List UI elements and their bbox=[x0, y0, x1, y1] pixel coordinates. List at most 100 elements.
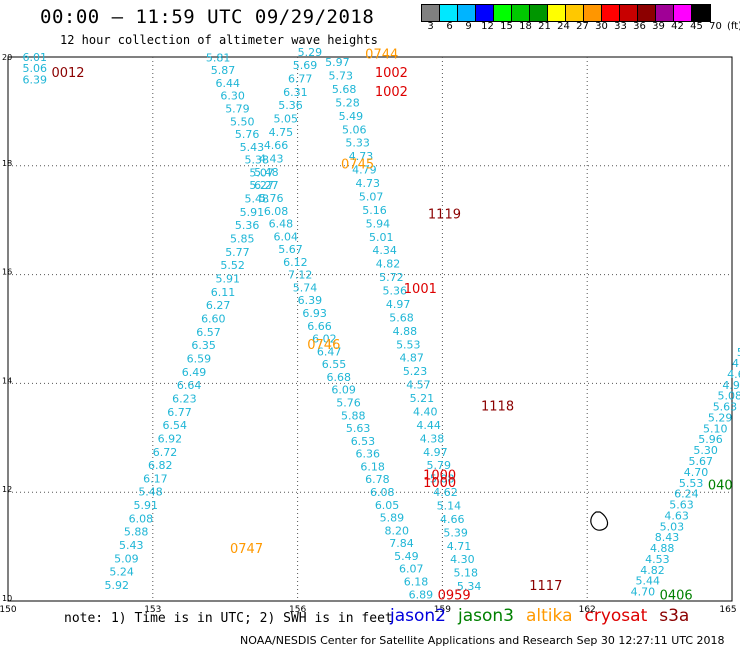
wave-height-value: 5.34 bbox=[457, 580, 482, 593]
wave-height-value: 4.97 bbox=[386, 298, 411, 311]
wave-height-value: 6.08 bbox=[370, 486, 395, 499]
pass-time-label: 1119 bbox=[428, 208, 461, 223]
wave-height-value: 6.04 bbox=[273, 230, 298, 243]
wave-height-value: 6.48 bbox=[269, 218, 294, 231]
wave-height-value: 5.49 bbox=[339, 110, 364, 123]
color-scale-label: 12 bbox=[481, 21, 494, 32]
pass-time-labels: 0012 0744 1002 1002 0745 1119 1001 0746 1118 1000… bbox=[51, 48, 732, 604]
pass-time-label: 1000 bbox=[423, 469, 456, 484]
color-swatch bbox=[638, 5, 656, 21]
wave-height-value: 6.35 bbox=[191, 339, 216, 352]
wave-height-value: 5.94 bbox=[366, 217, 391, 230]
wave-height-value: 5.76 bbox=[235, 128, 260, 141]
color-scale-label: 45 bbox=[690, 21, 703, 32]
pass-time-label: 1002 bbox=[375, 85, 408, 100]
wave-height-value: 6.82 bbox=[148, 459, 173, 472]
wave-height-value: 5.14 bbox=[437, 499, 462, 512]
wave-height-value: 4.71 bbox=[447, 540, 472, 553]
wave-height-value: 6.54 bbox=[162, 419, 187, 432]
color-swatch bbox=[548, 5, 566, 21]
wave-height-value: 5.68 bbox=[389, 311, 414, 324]
wave-height-value: 4.98 bbox=[722, 379, 740, 392]
wave-height-value: 4.79 bbox=[352, 164, 377, 177]
pass-time-label: 1000 bbox=[423, 476, 456, 491]
satellite-legend: jason2 jason3 altika cryosat s3a bbox=[390, 606, 701, 626]
wave-height-value: 6.59 bbox=[187, 352, 212, 365]
color-scale-label: 6 bbox=[446, 21, 453, 32]
wave-height-value: 6.77 bbox=[167, 406, 192, 419]
wave-height-value: 5.89 bbox=[380, 512, 405, 525]
legend-entry-s3a: s3a bbox=[659, 606, 690, 626]
wave-height-value: 6.08 bbox=[264, 205, 289, 218]
wave-height-value: 6.02 bbox=[312, 333, 337, 346]
y-tick-label: 20 bbox=[2, 53, 12, 62]
wave-height-value: 5.09 bbox=[114, 552, 139, 565]
pass-time-label: 0747 bbox=[230, 542, 263, 557]
wave-height-value: 5.96 bbox=[698, 433, 723, 446]
wave-height-value: 5.50 bbox=[230, 115, 255, 128]
legend-entry-jason3: jason3 bbox=[458, 606, 514, 626]
wave-height-value: 5.48 bbox=[245, 193, 269, 206]
x-tick-label: 150 bbox=[0, 605, 17, 615]
wave-height-value: 5.36 bbox=[383, 285, 408, 298]
wave-height-value: 4.82 bbox=[376, 258, 401, 271]
pass-time-label: 1001 bbox=[404, 282, 437, 297]
wave-height-value: 6.68 bbox=[327, 371, 352, 384]
wave-height-value: 5.73 bbox=[328, 70, 353, 83]
color-scale-label: 24 bbox=[557, 21, 570, 32]
wave-height-value: 4.63 bbox=[664, 509, 689, 522]
wave-height-value: 6.53 bbox=[351, 435, 376, 448]
wave-height-value: 6.44 bbox=[216, 77, 241, 90]
wave-height-value: 5.07 bbox=[359, 190, 384, 203]
wave-height-value: 6.05 bbox=[375, 499, 400, 512]
pass-time-label: 040 bbox=[708, 478, 733, 493]
wave-height-value: 4.75 bbox=[269, 126, 294, 139]
wave-height-value: 5.28 bbox=[335, 96, 360, 109]
wave-height-value: 5.44 bbox=[635, 575, 660, 588]
color-swatch bbox=[620, 5, 638, 21]
wave-height-value: 5.76 bbox=[336, 397, 361, 410]
wave-height-value: 8.20 bbox=[384, 524, 409, 537]
wave-height-value: 5.67 bbox=[689, 455, 714, 468]
x-tick-label: 165 bbox=[719, 605, 736, 615]
pass-time-label: 0959 bbox=[438, 588, 471, 603]
wave-height-value: 6.39 bbox=[22, 74, 47, 87]
island-outline bbox=[590, 511, 609, 531]
pass-time-label: 0745 bbox=[341, 158, 374, 173]
wave-height-value: 5.63 bbox=[346, 422, 371, 435]
wave-height-value: 5.08 bbox=[430, 473, 455, 486]
color-scale-label: 15 bbox=[500, 21, 513, 32]
wave-height-value: 5.69 bbox=[293, 59, 318, 72]
wave-height-value: 7.12 bbox=[288, 269, 313, 282]
wave-height-value: 5.53 bbox=[679, 477, 704, 490]
wave-height-value: 5.53 bbox=[396, 338, 421, 351]
wave-height-value: 6.31 bbox=[283, 86, 308, 99]
wave-height-value: 4.40 bbox=[413, 405, 438, 418]
wave-height-value: 4.82 bbox=[640, 564, 665, 577]
wave-height-value: 5.43 bbox=[119, 539, 144, 552]
color-scale-label: (ft) bbox=[726, 21, 740, 32]
wave-height-value: 5.23 bbox=[403, 365, 428, 378]
wave-height-value: 5.06 bbox=[342, 123, 367, 136]
wave-height-value: 5.49 bbox=[394, 550, 419, 563]
wave-height-value: 6.89 bbox=[409, 588, 434, 601]
wave-height-value: 4.66 bbox=[264, 139, 289, 152]
y-tick-label: 16 bbox=[2, 268, 12, 277]
wave-height-value: 4.97 bbox=[423, 446, 448, 459]
wave-height-value: 5.01 bbox=[369, 231, 394, 244]
color-scale-label: 18 bbox=[519, 21, 532, 32]
pass-time-label: 0746 bbox=[307, 338, 340, 353]
color-scale-label: 42 bbox=[671, 21, 684, 32]
color-swatch bbox=[566, 5, 584, 21]
pass-time-label: 0744 bbox=[365, 48, 398, 63]
legend-entry-jason2: jason2 bbox=[390, 606, 446, 626]
color-swatch bbox=[422, 5, 440, 21]
legend-entry-cryosat: cryosat bbox=[584, 606, 648, 626]
color-swatch bbox=[602, 5, 620, 21]
wave-height-value: 5.81 bbox=[206, 51, 231, 64]
wave-height-value: 6.18 bbox=[404, 575, 429, 588]
wave-height-value: 4.87 bbox=[399, 352, 424, 365]
x-tick-label: 156 bbox=[289, 605, 306, 615]
y-tick-label: 18 bbox=[2, 159, 12, 168]
wave-height-value: 5.06 bbox=[22, 62, 47, 75]
